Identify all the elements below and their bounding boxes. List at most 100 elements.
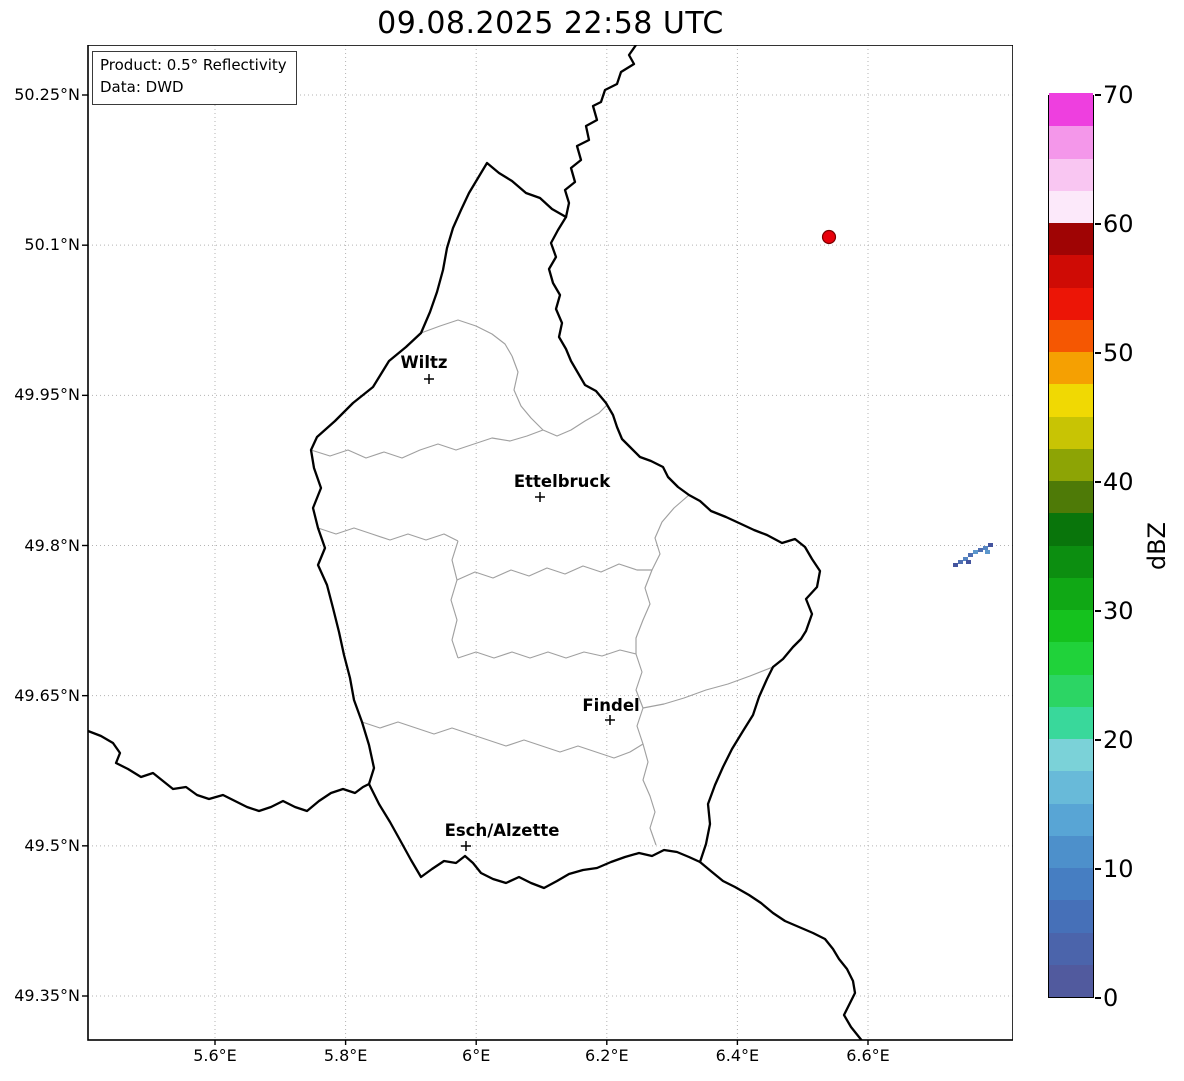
colorbar-segment [1049,190,1093,223]
colorbar-segment [1049,222,1093,256]
radar-echo-pixel [968,553,973,557]
info-box: Product: 0.5° Reflectivity Data: DWD [92,51,297,105]
district-border-line [457,649,637,659]
district-border-line [642,666,774,709]
colorbar-tick-mark [1095,352,1101,354]
district-border-line [511,355,544,431]
y-tick-label: 49.5°N [24,835,80,855]
colorbar-segment [1049,738,1093,772]
x-tick-label: 6°E [462,1046,491,1065]
x-tick-label: 6.6°E [846,1046,890,1065]
colorbar-tick-mark [1095,223,1101,225]
city-marker [535,492,545,502]
colorbar-segment [1049,480,1093,514]
colorbar-segment [1049,673,1093,707]
colorbar-tick-mark [1095,868,1101,870]
colorbar-segment [1049,254,1093,288]
colorbar-tick-mark [1095,997,1101,999]
district-border-line [542,404,608,437]
colorbar-segment [1049,319,1093,352]
city-marker [461,841,471,851]
colorbar-tick-label: 40 [1103,468,1134,496]
grid-lines [88,45,1013,1040]
colorbar-segment [1049,351,1093,385]
colorbar-segment [1049,867,1093,901]
colorbar-tick-label: 50 [1103,339,1134,367]
city-marker [605,715,615,725]
radar-echo-pixel [973,550,978,554]
colorbar-segment [1049,964,1093,997]
radar-echo-pixel [953,563,958,567]
france-germany-border [698,860,863,1040]
district-border-line [456,563,652,581]
info-product-line: Product: 0.5° Reflectivity [100,56,287,74]
radar-echo-pixel [978,548,983,552]
colorbar-segment [1049,899,1093,933]
radar-echo-pixel [985,550,990,554]
colorbar-segment [1049,706,1093,739]
colorbar-segment [1049,448,1093,481]
luxembourg-border [309,161,822,890]
colorbar-segment [1049,512,1093,546]
y-tick-label: 49.95°N [14,385,80,405]
y-tick-label: 50.1°N [24,235,80,255]
colorbar-segment [1049,383,1093,417]
colorbar-segment [1049,157,1093,191]
colorbar-tick-mark [1095,94,1101,96]
city-markers: Wiltz Ettelbruck Findel Esch/Alzette [400,353,640,851]
figure-title: 09.08.2025 22:58 UTC [377,6,724,41]
y-tick-label: 49.8°N [24,535,80,555]
colorbar-segment [1049,93,1093,127]
colorbar-tick-mark [1095,481,1101,483]
colorbar-tick-label: 10 [1103,855,1134,883]
district-border-line [635,494,690,654]
france-belgium-border [88,729,371,813]
colorbar-tick-label: 0 [1103,984,1119,1012]
colorbar-tick-label: 30 [1103,597,1134,625]
radar-echo-pixel [983,546,988,550]
colorbar-segment [1049,125,1093,159]
radar-site-dot [821,229,837,245]
colorbar-segment [1049,835,1093,868]
district-border-line [450,540,459,659]
belgium-germany-border [563,45,638,219]
district-border-line [635,653,657,846]
radar-echo-pixel [988,543,993,547]
colorbar-tick-mark [1095,610,1101,612]
city-label: Esch/Alzette [445,821,560,840]
colorbar-segment [1049,770,1093,804]
colorbar-segment [1049,931,1093,965]
district-border-line [361,721,644,759]
city-label: Wiltz [400,353,447,372]
colorbar-tick-label: 70 [1103,81,1134,109]
district-border-line [420,319,513,357]
colorbar [1048,93,1094,998]
colorbar-segment [1049,544,1093,578]
colorbar-unit-label: dBZ [1143,522,1171,571]
district-borders [310,319,774,846]
colorbar-segment [1049,577,1093,610]
radar-echo-pixel [963,557,968,561]
radar-echoes [953,543,993,567]
colorbar-tick-label: 60 [1103,210,1134,238]
colorbar-segment [1049,415,1093,449]
colorbar-tick-label: 20 [1103,726,1134,754]
city-label: Findel [582,696,639,715]
colorbar-segment [1049,286,1093,320]
city-label: Ettelbruck [514,472,611,491]
y-tick-label: 49.35°N [14,986,80,1005]
colorbar-segment [1049,802,1093,836]
radar-echo-pixel [958,560,963,564]
city-marker [424,374,434,384]
x-tick-label: 5.6°E [193,1046,237,1065]
country-borders [88,45,863,1040]
y-tick-label: 49.65°N [14,685,80,705]
y-tick-label: 50.25°N [14,85,80,104]
x-tick-label: 6.2°E [585,1046,629,1065]
map-plot: Wiltz Ettelbruck Findel Esch/Alzette [82,45,1013,1045]
colorbar-tick-mark [1095,739,1101,741]
axis-ticks [82,94,869,1045]
colorbar-segment [1049,641,1093,675]
x-tick-label: 5.8°E [323,1046,368,1065]
